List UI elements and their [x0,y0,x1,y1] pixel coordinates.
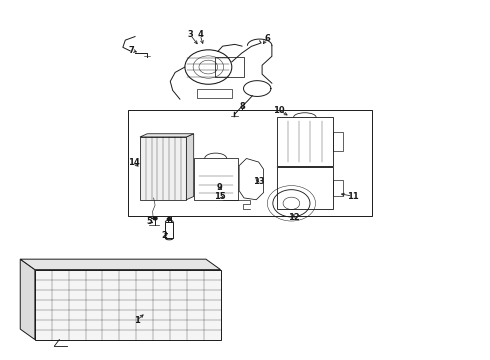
Text: 2: 2 [161,231,167,240]
Text: 4: 4 [197,30,203,39]
Bar [216,57,244,77]
Bar [140,137,186,200]
Bar [165,222,173,238]
Polygon shape [20,259,35,339]
Text: 9: 9 [217,183,222,192]
Text: 14: 14 [128,158,140,167]
Text: 13: 13 [253,177,265,186]
Circle shape [153,217,157,220]
Bar [277,167,333,209]
Bar [333,132,343,151]
Bar [277,117,333,166]
Bar [194,158,238,200]
Polygon shape [20,259,221,270]
Text: 15: 15 [214,192,225,201]
Circle shape [167,218,171,221]
Polygon shape [186,134,194,200]
Bar [333,180,343,196]
Text: 11: 11 [346,192,358,201]
Bar [196,89,232,98]
Text: 5: 5 [147,217,153,226]
Bar [128,110,372,216]
Text: 8: 8 [240,102,245,111]
Polygon shape [140,134,194,137]
Text: 7: 7 [129,46,135,55]
Bar [35,270,220,339]
Text: 1: 1 [134,316,140,325]
Text: 12: 12 [288,213,300,222]
Text: 6: 6 [264,34,270,43]
Text: 3: 3 [187,30,193,39]
Text: 10: 10 [273,105,285,114]
